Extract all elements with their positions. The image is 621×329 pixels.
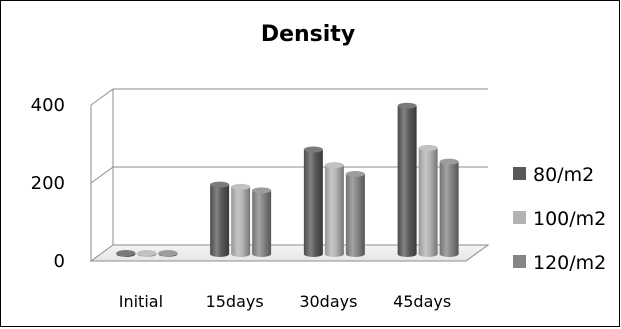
bar-body [231, 186, 251, 257]
legend-item: 100/m2 [513, 208, 606, 230]
bar-top [418, 144, 438, 151]
y-axis-ticks: 0 200 400 [31, 95, 65, 272]
bar-body [397, 105, 417, 257]
bar [137, 250, 157, 257]
bar [231, 183, 251, 257]
legend-item: 120/m2 [513, 252, 606, 274]
bar [397, 102, 417, 257]
bar-body [210, 184, 230, 257]
bar-top [324, 162, 344, 169]
bar-top [210, 181, 230, 188]
plot-floor [89, 244, 490, 262]
bar-body [418, 147, 438, 257]
legend-label: 120/m2 [533, 252, 606, 274]
legend: 80/m2 100/m2 120/m2 [513, 164, 606, 274]
bar [418, 144, 438, 257]
x-category-label: 15days [206, 292, 264, 311]
bar-top [158, 250, 178, 256]
bar-top [252, 187, 272, 194]
legend-swatch [513, 255, 526, 268]
bar-top [345, 171, 365, 178]
legend-swatch [513, 167, 526, 180]
legend-label: 80/m2 [533, 164, 594, 186]
bar-body [345, 174, 365, 257]
bar-body [252, 190, 272, 257]
bar [345, 171, 365, 257]
bar-top [439, 158, 459, 165]
bar [303, 146, 323, 257]
bar [439, 158, 459, 257]
x-category-label: Initial [119, 292, 163, 311]
bar-body [303, 149, 323, 257]
y-tick-label: 0 [54, 251, 65, 272]
y-tick-label: 400 [31, 95, 65, 116]
bar-top [231, 183, 251, 190]
y-tick-label: 200 [31, 173, 65, 194]
gridline-side [90, 166, 114, 184]
legend-label: 100/m2 [533, 208, 606, 230]
legend-item: 80/m2 [513, 164, 594, 186]
bar [210, 181, 230, 257]
bar-body [439, 161, 459, 257]
bar-body [324, 165, 344, 257]
bar-top [116, 250, 136, 256]
bar [116, 250, 136, 257]
bar-top [137, 250, 157, 256]
plot-walls [89, 89, 490, 262]
x-category-label: 30days [299, 292, 357, 311]
bar [324, 162, 344, 257]
bar-top [303, 146, 323, 153]
x-axis-categories: Initial 15days 30days 45days [119, 292, 451, 311]
legend-swatch [513, 211, 526, 224]
bar [158, 250, 178, 257]
bar-top [397, 102, 417, 109]
x-category-label: 45days [393, 292, 451, 311]
chart-title: Density [261, 22, 355, 47]
gridline-side [90, 88, 114, 106]
bar [252, 187, 272, 257]
bars [116, 102, 459, 257]
